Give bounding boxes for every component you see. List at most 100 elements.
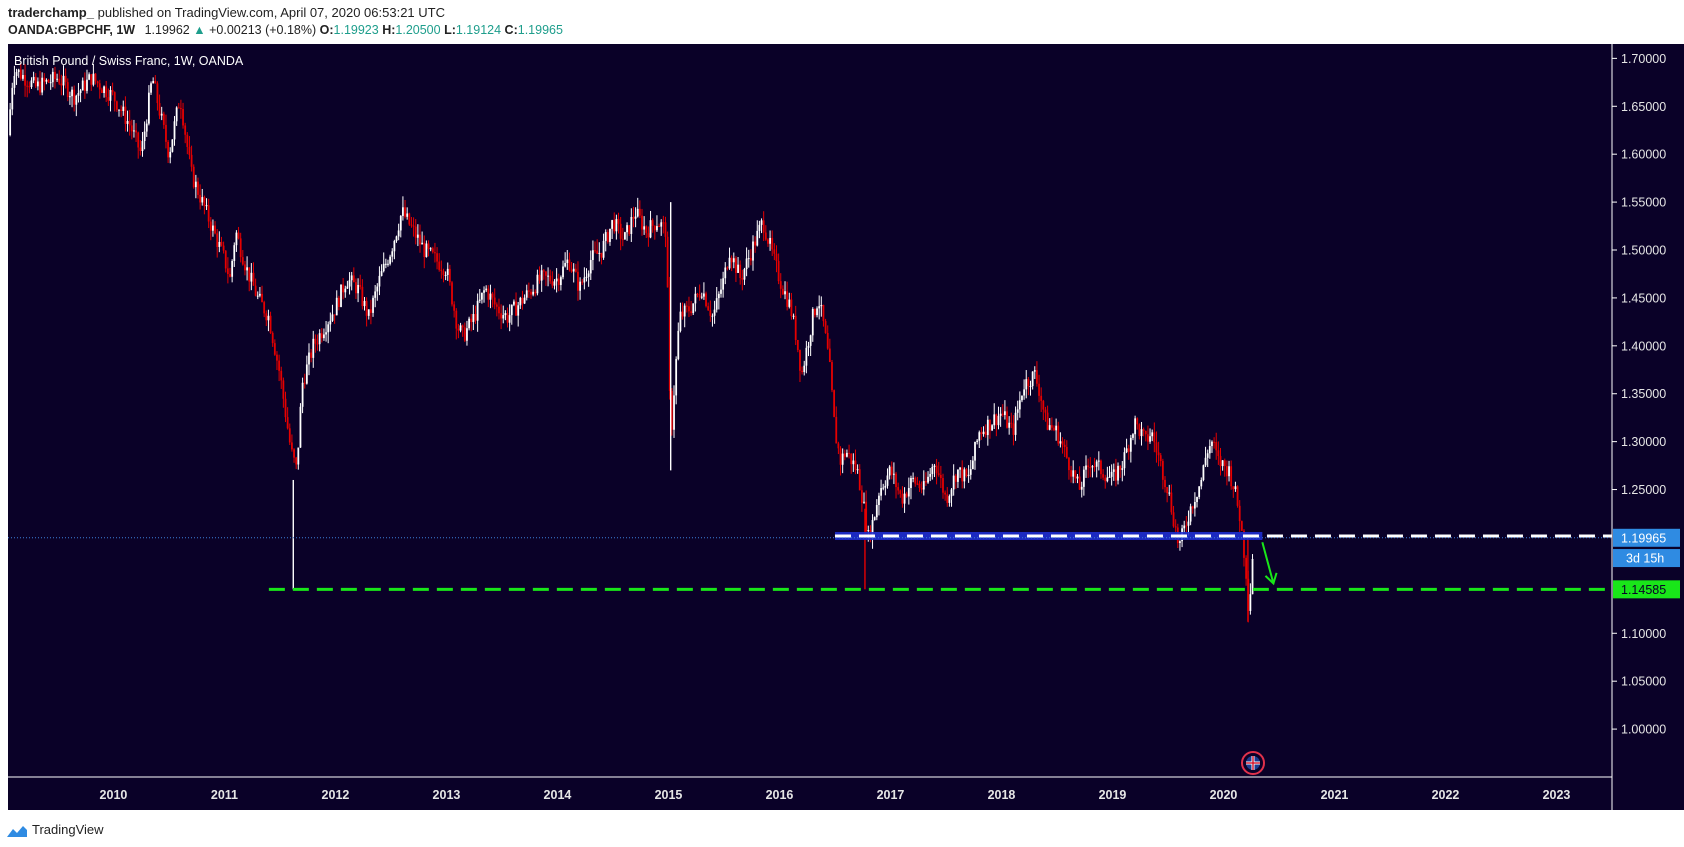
candle-body — [745, 258, 748, 270]
candle-body — [513, 301, 515, 305]
candle-body — [241, 257, 244, 265]
candle-body — [653, 225, 656, 231]
price-label: 3d 15h — [1613, 549, 1680, 568]
candle-body — [754, 241, 757, 246]
candle-body — [269, 315, 272, 334]
candle-body — [1063, 444, 1066, 447]
price-axis[interactable] — [1612, 44, 1684, 810]
candle-body — [551, 281, 554, 286]
candle-body — [713, 309, 716, 316]
candle-body — [572, 268, 575, 272]
candle-body — [461, 325, 464, 328]
candle-body — [895, 473, 897, 488]
candle-body — [822, 304, 825, 322]
candle-body — [276, 354, 278, 361]
candle-body — [414, 226, 417, 238]
candle-body — [758, 224, 761, 231]
candle-body — [1155, 442, 1158, 453]
y-tick-label: 1.45000 — [1621, 291, 1666, 305]
candle-body — [961, 467, 964, 482]
candle-body — [147, 92, 150, 124]
candle-body — [756, 230, 759, 246]
y-tick-label: 1.55000 — [1621, 196, 1666, 210]
candle-body — [380, 271, 383, 276]
candle-body — [17, 69, 20, 73]
candle-body — [1204, 457, 1207, 466]
candle-body — [643, 226, 646, 230]
candle-body — [190, 154, 193, 167]
candle-body — [976, 440, 979, 442]
candle-body — [111, 90, 114, 93]
candle-body — [946, 494, 949, 503]
candle-body — [1238, 505, 1241, 522]
candle-body — [90, 74, 93, 85]
candle-body — [619, 223, 622, 239]
candle-body — [1076, 476, 1079, 479]
candle-body — [474, 314, 477, 321]
candle-body — [775, 253, 778, 261]
candle-body — [199, 194, 202, 203]
candle-body — [397, 230, 400, 237]
candle-body — [743, 269, 746, 280]
candle-body — [519, 297, 522, 306]
publish-info: published on TradingView.com, April 07, … — [97, 5, 445, 20]
candle-body — [1085, 465, 1087, 470]
candle-body — [126, 121, 129, 124]
candle-body — [305, 364, 308, 384]
down-arrow-line[interactable] — [1261, 541, 1275, 584]
candle-body — [621, 238, 624, 240]
high-label: H: — [382, 23, 396, 37]
candle-body — [224, 250, 227, 269]
candle-body — [301, 382, 304, 407]
x-tick-label: 2016 — [766, 788, 794, 802]
uk-flag-icon[interactable] — [1241, 751, 1265, 775]
candle-body — [1149, 436, 1151, 442]
brand-footer[interactable]: TradingView — [6, 820, 104, 840]
candle-body — [1136, 418, 1139, 425]
candle-body — [1193, 502, 1196, 509]
candle-body — [634, 216, 637, 219]
candle-body — [169, 151, 172, 158]
candle-body — [1230, 466, 1233, 487]
candle-body — [39, 81, 41, 93]
candle-body — [732, 258, 735, 263]
candle-body — [186, 134, 189, 147]
candle-body — [352, 275, 355, 283]
candle-body — [1072, 470, 1075, 477]
candle-body — [286, 417, 289, 429]
candle-body — [1102, 474, 1104, 478]
candle-body — [1119, 465, 1122, 470]
candle-body — [291, 442, 293, 450]
last-price: 1.19962 — [144, 23, 190, 37]
candle-body — [564, 263, 567, 267]
candle-body — [929, 473, 932, 477]
x-axis-ticks: 2010 2011 2012 2013 2014 2015 2016 2017 2018 2019… — [100, 788, 1571, 802]
plot-area[interactable] — [8, 44, 1612, 777]
candle-body — [1044, 409, 1047, 413]
candle-body — [265, 313, 268, 321]
y-tick-label: 1.50000 — [1621, 244, 1666, 258]
candle-body — [875, 504, 878, 518]
candle-body — [1050, 425, 1053, 428]
author-name[interactable]: traderchamp_ — [8, 5, 94, 20]
candle-body — [807, 345, 810, 348]
y-tick-label: 1.35000 — [1621, 387, 1666, 401]
candle-body — [645, 226, 648, 234]
candle-body — [1055, 425, 1058, 431]
candle-body — [436, 253, 438, 262]
candle-body — [696, 293, 699, 295]
time-axis[interactable] — [8, 777, 1612, 810]
resistance-zone[interactable] — [834, 531, 1263, 540]
candle-body — [967, 474, 970, 477]
y-tick-label: 1.05000 — [1621, 675, 1666, 689]
y-tick-label: 1.10000 — [1621, 627, 1666, 641]
candle-body — [308, 352, 310, 365]
x-tick-label: 2020 — [1210, 788, 1238, 802]
candle-body — [878, 495, 880, 505]
candle-body — [1228, 466, 1230, 477]
candle-body — [333, 314, 336, 316]
candle-body — [566, 259, 569, 264]
candle-body — [538, 274, 541, 281]
candle-body — [491, 293, 494, 298]
